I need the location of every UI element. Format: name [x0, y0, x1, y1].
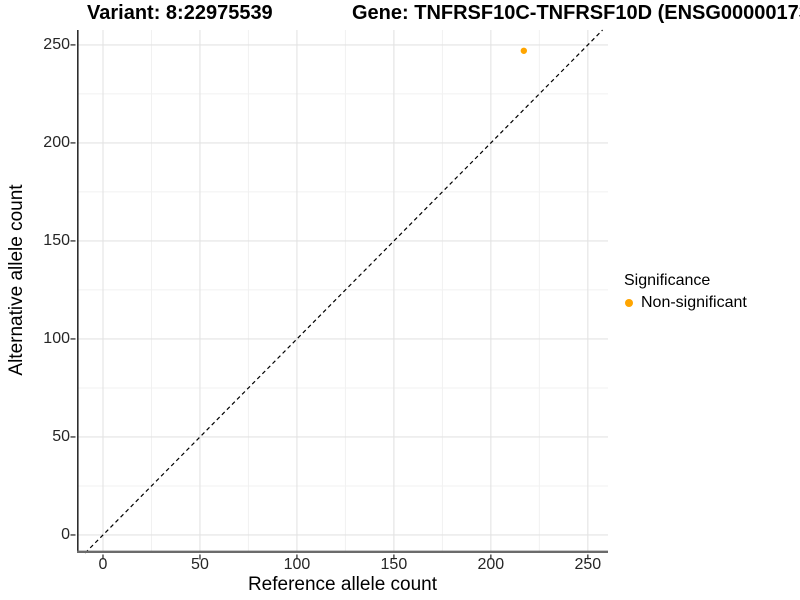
- y-axis-title: Alternative allele count: [6, 184, 27, 376]
- y-tick-label: 150: [43, 231, 70, 249]
- legend-key-point-icon: [625, 298, 633, 307]
- legend: Significance Non-significant: [624, 271, 747, 312]
- data-point: [520, 47, 528, 54]
- x-tick-label: 250: [574, 556, 602, 573]
- x-tick-label: 50: [191, 556, 209, 573]
- legend-item-non-significant: Non-significant: [624, 293, 747, 312]
- x-tick-label: 100: [283, 556, 311, 573]
- x-tick-label: 0: [98, 556, 108, 573]
- plot-title-variant: Variant: 8:22975539: [87, 2, 273, 24]
- plot-panel: [70, 29, 608, 560]
- identity-reference-line: [84, 29, 603, 554]
- x-tick-label: 200: [477, 556, 505, 573]
- x-axis-title: Reference allele count: [247, 574, 438, 595]
- y-tick-label: 0: [61, 525, 70, 543]
- y-tick-label: 250: [43, 35, 70, 53]
- x-tick-label: 150: [380, 556, 408, 573]
- legend-item-label: Non-significant: [641, 294, 747, 311]
- y-tick-label: 200: [43, 133, 70, 151]
- legend-title: Significance: [624, 272, 711, 289]
- y-tick-label: 50: [52, 427, 70, 445]
- y-tick-label: 100: [43, 329, 70, 347]
- plot-title-gene: Gene: TNFRSF10C-TNFRSF10D (ENSG00000173: [352, 2, 800, 24]
